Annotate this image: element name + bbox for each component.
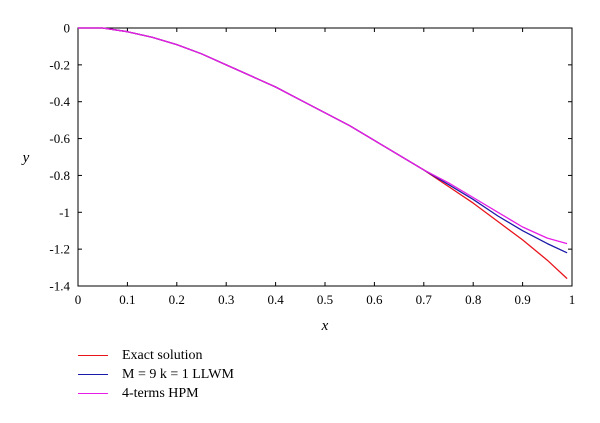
legend-item: 4-terms HPM [78, 384, 234, 403]
y-tick-label: -0.4 [49, 94, 70, 109]
axis-ticks: 0 0.1 0.2 0.3 0.4 0.5 0.6 0.7 0.8 0.9 1 0 -0.2 -0.4 -0… [49, 21, 575, 308]
x-tick-label: 0 [75, 292, 82, 307]
series-lines [78, 27, 568, 280]
y-axis-label: y [21, 150, 30, 166]
legend-swatch [78, 393, 108, 394]
x-tick-label: 0.9 [514, 292, 530, 307]
x-tick-label: 1 [569, 292, 576, 307]
x-tick-label: 0.2 [169, 292, 185, 307]
legend-item: Exact solution [78, 346, 234, 365]
series-line-2 [78, 27, 568, 245]
x-tick-label: 0.8 [465, 292, 481, 307]
y-tick-label: -1.2 [49, 242, 70, 257]
y-tick-label: -1.4 [49, 279, 70, 294]
legend-label: M = 9 k = 1 LLWM [122, 366, 234, 382]
legend-swatch [78, 374, 108, 375]
x-axis-label: x [321, 318, 329, 334]
y-tick-label: -0.2 [49, 57, 70, 72]
x-tick-label: 0.3 [218, 292, 234, 307]
y-tick-label: 0 [64, 21, 71, 36]
x-tick-label: 0.1 [119, 292, 135, 307]
x-tick-label: 0.7 [416, 292, 433, 307]
x-tick-label: 0.6 [366, 292, 383, 307]
x-tick-label: 0.5 [317, 292, 333, 307]
legend-label: 4-terms HPM [122, 385, 199, 401]
y-tick-label: -0.6 [49, 131, 70, 146]
plot-frame [77, 27, 573, 287]
y-tick-label: -1 [59, 205, 70, 220]
legend-item: M = 9 k = 1 LLWM [78, 365, 234, 384]
series-line-0 [78, 27, 568, 280]
x-tick-label: 0.4 [267, 292, 284, 307]
y-tick-label: -0.8 [49, 168, 70, 183]
legend-swatch [78, 355, 108, 356]
legend-label: Exact solution [122, 347, 203, 363]
legend: Exact solution M = 9 k = 1 LLWM 4-terms HP… [78, 346, 234, 403]
